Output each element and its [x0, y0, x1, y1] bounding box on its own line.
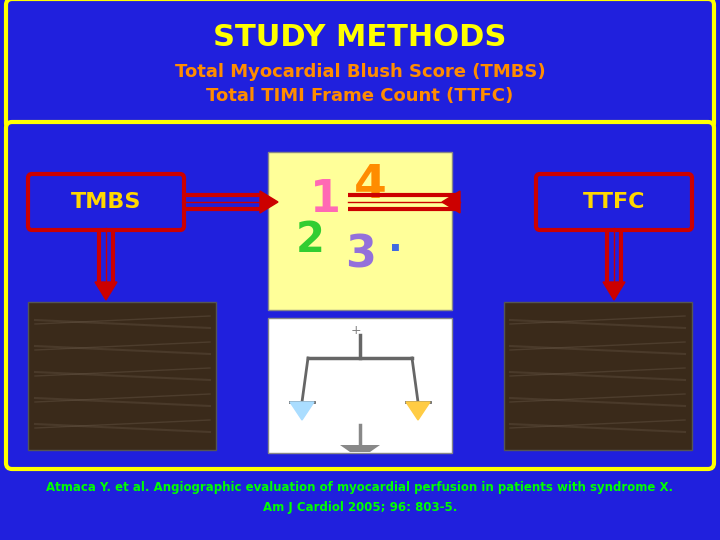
Text: 3: 3: [345, 233, 375, 276]
FancyBboxPatch shape: [28, 174, 184, 230]
FancyBboxPatch shape: [268, 152, 452, 310]
FancyBboxPatch shape: [28, 302, 216, 450]
Text: TTFC: TTFC: [582, 192, 645, 212]
Polygon shape: [290, 402, 314, 420]
Text: Am J Cardiol 2005; 96: 803-5.: Am J Cardiol 2005; 96: 803-5.: [263, 502, 457, 515]
FancyBboxPatch shape: [6, 0, 714, 129]
Text: Total Myocardial Blush Score (TMBS): Total Myocardial Blush Score (TMBS): [175, 63, 545, 81]
FancyBboxPatch shape: [504, 302, 692, 450]
Text: +: +: [351, 323, 361, 336]
Polygon shape: [260, 191, 278, 213]
Text: Atmaca Y. et al. Angiographic evaluation of myocardial perfusion in patients wit: Atmaca Y. et al. Angiographic evaluation…: [46, 482, 674, 495]
Polygon shape: [406, 402, 430, 420]
Polygon shape: [603, 282, 625, 300]
FancyBboxPatch shape: [6, 122, 714, 469]
Text: 4: 4: [354, 163, 387, 207]
Text: 1: 1: [310, 179, 341, 221]
FancyBboxPatch shape: [268, 318, 452, 453]
Text: STUDY METHODS: STUDY METHODS: [213, 24, 507, 52]
Text: .: .: [387, 221, 402, 259]
Text: Total TIMI Frame Count (TTFC): Total TIMI Frame Count (TTFC): [207, 87, 513, 105]
FancyBboxPatch shape: [536, 174, 692, 230]
Polygon shape: [340, 445, 380, 452]
Text: TMBS: TMBS: [71, 192, 141, 212]
Polygon shape: [442, 191, 460, 213]
Polygon shape: [95, 282, 117, 300]
Text: 2: 2: [296, 219, 325, 261]
